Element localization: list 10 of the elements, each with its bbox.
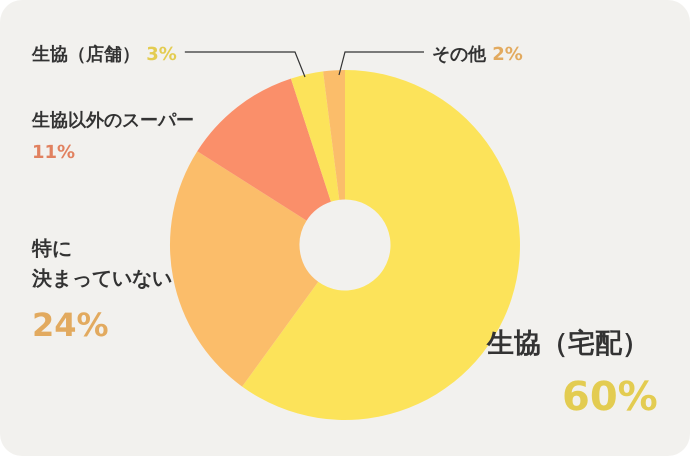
data-label: 11% <box>32 142 76 163</box>
data-label: 60% <box>562 374 658 420</box>
slice-label: 特に決まっていない <box>31 236 172 290</box>
slice-label: その他 <box>432 44 487 65</box>
slice-label: 生協（店舗） <box>31 44 140 65</box>
slice-label: 生協（宅配） <box>486 328 649 359</box>
data-label: 24% <box>32 306 109 344</box>
data-label: 3% <box>146 44 177 65</box>
data-label: 2% <box>492 44 523 65</box>
slice-label: 生協以外のスーパー <box>31 110 194 131</box>
